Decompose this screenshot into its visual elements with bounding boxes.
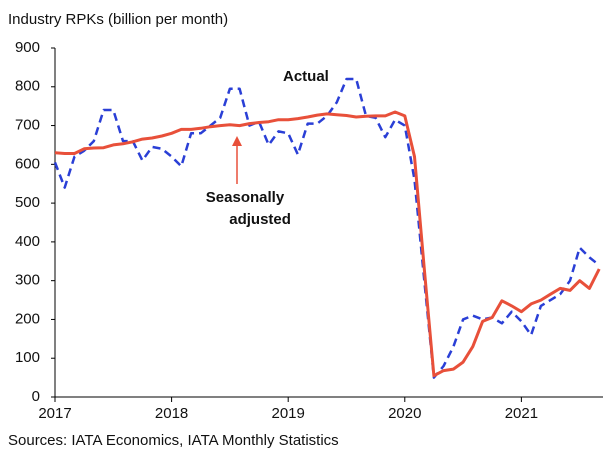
x-tick-label: 2021 [505,405,538,422]
source-note: Sources: IATA Economics, IATA Monthly St… [8,432,339,449]
y-tick-label: 400 [15,233,40,250]
x-tick-label: 2019 [272,405,305,422]
y-tick-label: 500 [15,194,40,211]
annotation-arrowhead [232,136,242,146]
chart-title: Industry RPKs (billion per month) [8,11,228,28]
y-tick-label: 300 [15,272,40,289]
y-tick-label: 200 [15,310,40,327]
series-label: Actual [283,68,329,85]
x-tick-label: 2018 [155,405,188,422]
series-line [53,77,600,379]
y-tick-label: 0 [32,388,40,405]
y-tick-label: 600 [15,155,40,172]
y-tick-label: 700 [15,117,40,134]
series-line [54,110,601,378]
series-label: Seasonally adjusted [206,189,291,228]
y-tick-label: 900 [15,39,40,56]
y-tick-label: 800 [15,78,40,95]
x-tick-label: 2017 [38,405,71,422]
y-tick-label: 100 [15,349,40,366]
x-tick-label: 2020 [388,405,421,422]
